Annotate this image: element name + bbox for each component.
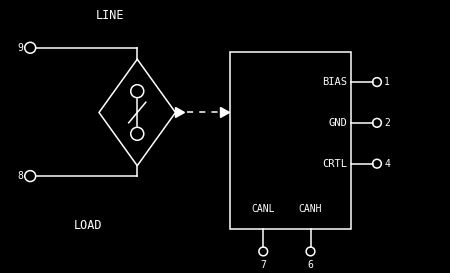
Text: 1: 1 <box>384 77 390 87</box>
Text: 9: 9 <box>17 43 23 53</box>
Text: 7: 7 <box>260 260 266 270</box>
Polygon shape <box>220 108 230 117</box>
Text: CRTL: CRTL <box>322 159 347 169</box>
Polygon shape <box>176 108 184 117</box>
Text: 4: 4 <box>384 159 390 169</box>
Text: BIAS: BIAS <box>322 77 347 87</box>
Text: 6: 6 <box>307 260 314 270</box>
Text: CANL: CANL <box>252 204 275 214</box>
Text: CANH: CANH <box>299 204 322 214</box>
Text: LINE: LINE <box>96 8 125 22</box>
Text: GND: GND <box>328 118 347 128</box>
Text: LOAD: LOAD <box>73 219 102 232</box>
Bar <box>230 52 351 229</box>
Text: 2: 2 <box>384 118 390 128</box>
Text: 8: 8 <box>17 171 23 181</box>
